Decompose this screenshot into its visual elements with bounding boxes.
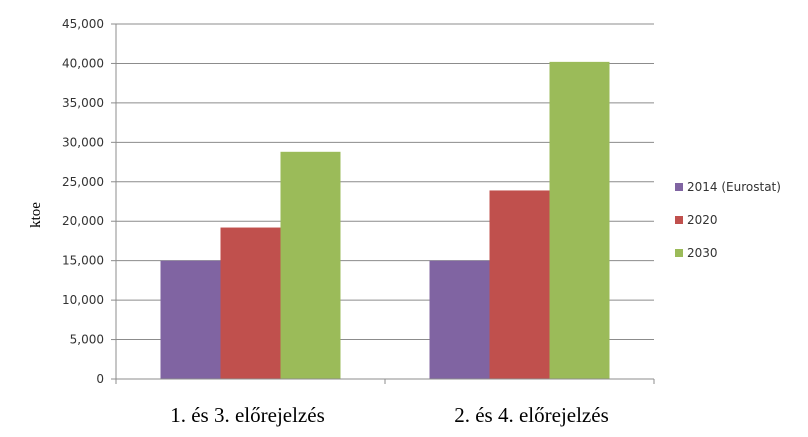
y-tick-label: 10,000: [62, 293, 104, 307]
legend: 2014 (Eurostat) 2020 2030: [675, 180, 781, 260]
x-category-label: 2. és 4. előrejelzés: [454, 403, 609, 427]
legend-label: 2020: [687, 213, 718, 227]
legend-label: 2030: [687, 246, 718, 260]
y-tick-label: 30,000: [62, 135, 104, 149]
legend-swatch: [675, 216, 683, 224]
x-axis-labels: 1. és 3. előrejelzés 2. és 4. előrejelzés: [170, 403, 609, 427]
bar: [429, 260, 490, 379]
bar: [160, 260, 221, 379]
y-tick-label: 15,000: [62, 254, 104, 268]
bar: [549, 61, 610, 379]
y-tick-label: 35,000: [62, 96, 104, 110]
bar: [220, 227, 281, 379]
axes: [115, 24, 655, 384]
x-category-label: 1. és 3. előrejelzés: [170, 403, 325, 427]
y-tick-label: 25,000: [62, 175, 104, 189]
legend-swatch: [675, 183, 683, 191]
legend-swatch: [675, 249, 683, 257]
y-axis-ticks: 0 5,000 10,000 15,000 20,000 25,000 30,000 35,0…: [62, 17, 116, 386]
bar: [280, 151, 341, 379]
y-tick-label: 45,000: [62, 17, 104, 31]
y-tick-label: 20,000: [62, 214, 104, 228]
y-tick-label: 40,000: [62, 56, 104, 70]
bar: [489, 190, 550, 379]
legend-label: 2014 (Eurostat): [687, 180, 781, 194]
y-axis-title: ktoe: [28, 202, 44, 228]
y-tick-label: 0: [96, 372, 104, 386]
bars: [160, 61, 610, 379]
y-tick-label: 5,000: [70, 333, 104, 347]
